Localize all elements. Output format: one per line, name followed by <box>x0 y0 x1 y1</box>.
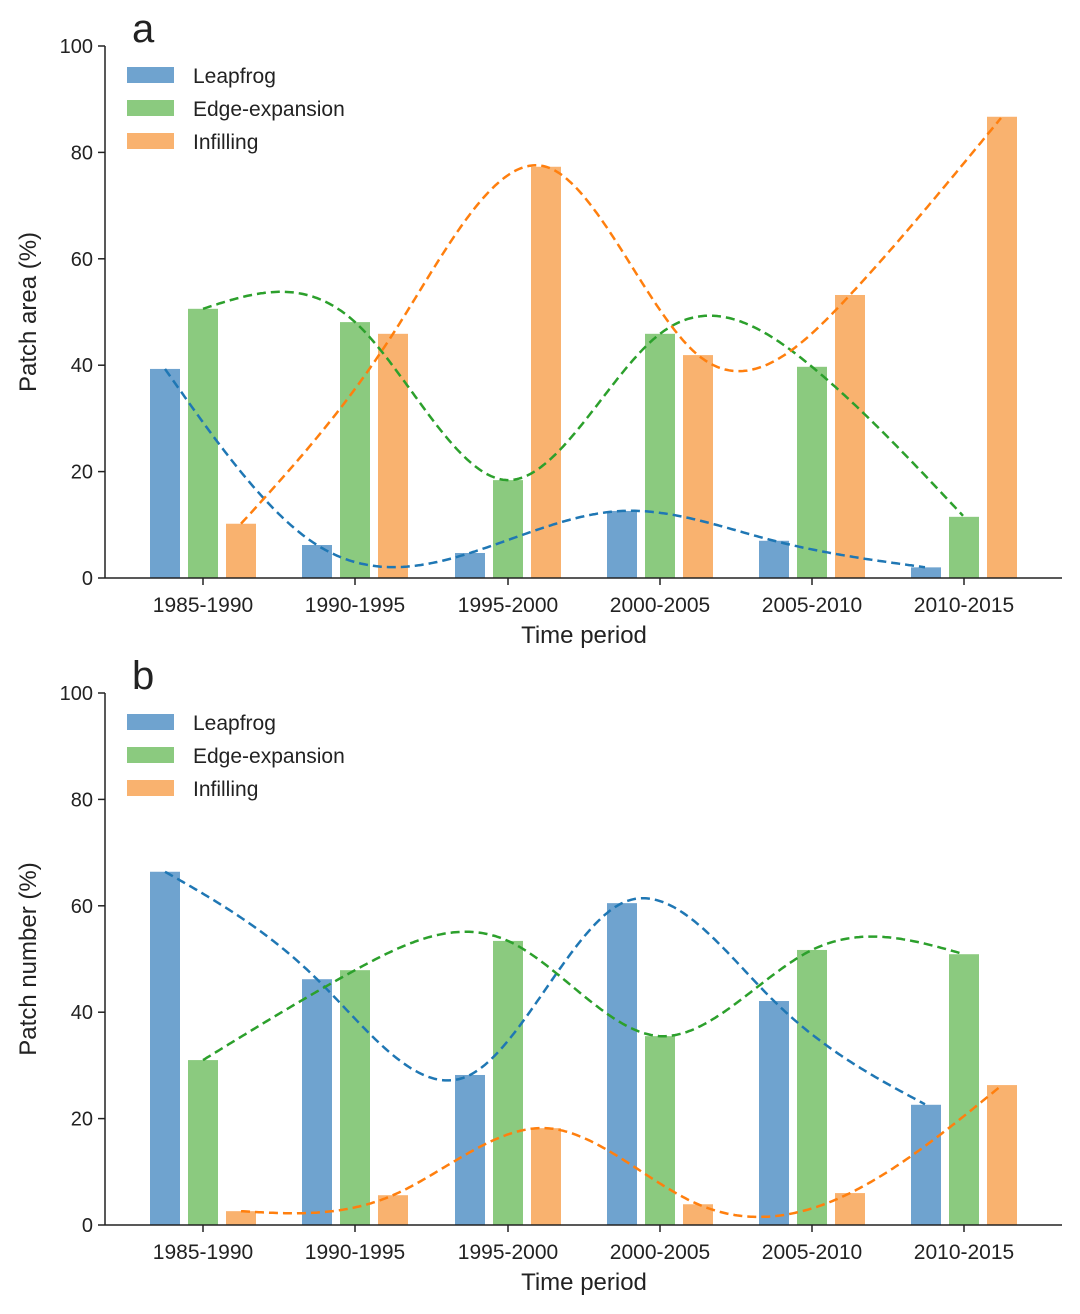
bar-edge-expansion-2000-2005 <box>645 333 675 578</box>
bar-infilling-2005-2010 <box>835 1193 865 1225</box>
bar-infilling-2000-2005 <box>683 1204 713 1225</box>
x-tick-label: 2000-2005 <box>610 594 710 617</box>
panel-a: 0 20 40 60 80 100 1985-1990 1990-1995 1995-2000 2… <box>15 7 1062 649</box>
x-axis-title: Time period <box>521 622 647 649</box>
x-tick-label: 2000-2005 <box>610 1241 710 1264</box>
legend-label-infilling: Infilling <box>193 131 258 154</box>
panel-label: a <box>132 7 155 51</box>
x-tick-label: 1990-1995 <box>305 594 405 617</box>
x-tick-label: 2010-2015 <box>914 594 1014 617</box>
bar-leapfrog-2010-2015 <box>911 567 941 578</box>
legend-swatch-infilling <box>127 133 174 149</box>
bar-infilling-2005-2010 <box>835 294 865 578</box>
legend-label-leapfrog: Leapfrog <box>193 712 276 735</box>
bar-infilling-1995-2000 <box>531 1128 561 1225</box>
x-tick-label: 2005-2010 <box>762 594 862 617</box>
y-tick-label: 0 <box>82 1215 93 1237</box>
bar-leapfrog-1990-1995 <box>302 979 332 1225</box>
bar-leapfrog-1995-2000 <box>455 1074 485 1225</box>
bar-edge-expansion-2000-2005 <box>645 1036 675 1225</box>
bar-edge-expansion-2010-2015 <box>949 516 979 578</box>
y-axis-title: Patch number (%) <box>15 862 42 1055</box>
y-tick-label: 40 <box>71 1002 93 1024</box>
bar-edge-expansion-1990-1995 <box>340 970 370 1225</box>
bar-edge-expansion-1985-1990 <box>188 308 218 578</box>
bar-edge-expansion-2005-2010 <box>797 949 827 1225</box>
y-tick-label: 20 <box>71 462 93 484</box>
bar-leapfrog-2005-2010 <box>759 540 789 578</box>
y-tick-label: 100 <box>60 36 93 58</box>
y-tick-label: 60 <box>71 249 93 271</box>
legend-label-leapfrog: Leapfrog <box>193 65 276 88</box>
bar-edge-expansion-1990-1995 <box>340 322 370 578</box>
bar-infilling-1995-2000 <box>531 166 561 578</box>
x-tick-label: 1995-2000 <box>458 594 558 617</box>
y-tick-label: 40 <box>71 355 93 377</box>
legend-label-infilling: Infilling <box>193 778 258 801</box>
bar-leapfrog-1985-1990 <box>150 871 180 1225</box>
trend-line-infilling <box>240 1084 1002 1219</box>
x-tick-label: 2005-2010 <box>762 1241 862 1264</box>
trend-line-leapfrog <box>163 368 926 569</box>
trend-line-infilling <box>240 117 1002 525</box>
panel-label: b <box>132 654 154 698</box>
x-axis-title: Time period <box>521 1269 647 1296</box>
bar-infilling-2010-2015 <box>987 1085 1017 1225</box>
y-tick-label: 80 <box>71 142 93 164</box>
bar-leapfrog-2000-2005 <box>607 903 637 1225</box>
x-tick-label: 2010-2015 <box>914 1241 1014 1264</box>
bar-edge-expansion-1985-1990 <box>188 1060 218 1225</box>
legend-swatch-leapfrog <box>127 67 174 83</box>
bar-edge-expansion-2010-2015 <box>949 954 979 1225</box>
y-tick-label: 80 <box>71 789 93 811</box>
bar-edge-expansion-1995-2000 <box>493 940 523 1225</box>
legend-swatch-edge-expansion <box>127 100 174 116</box>
trend-line-edge-expansion <box>202 930 964 1062</box>
legend-swatch-edge-expansion <box>127 747 174 763</box>
legend-label-edge-expansion: Edge-expansion <box>193 745 345 768</box>
y-tick-label: 100 <box>60 683 93 705</box>
bar-infilling-1985-1990 <box>226 523 256 578</box>
x-tick-label: 1990-1995 <box>305 1241 405 1264</box>
y-tick-label: 20 <box>71 1109 93 1131</box>
x-tick-label: 1995-2000 <box>458 1241 558 1264</box>
legend-swatch-leapfrog <box>127 714 174 730</box>
bar-leapfrog-2005-2010 <box>759 1001 789 1225</box>
y-tick-label: 60 <box>71 896 93 918</box>
bar-infilling-1985-1990 <box>226 1211 256 1225</box>
legend-swatch-infilling <box>127 780 174 796</box>
bar-leapfrog-2010-2015 <box>911 1104 941 1225</box>
bar-edge-expansion-1995-2000 <box>493 480 523 578</box>
bar-infilling-2010-2015 <box>987 116 1017 579</box>
bar-leapfrog-2000-2005 <box>607 510 637 578</box>
bar-edge-expansion-2005-2010 <box>797 366 827 578</box>
legend-label-edge-expansion: Edge-expansion <box>193 98 345 121</box>
bar-leapfrog-1985-1990 <box>150 368 180 578</box>
y-axis-title: Patch area (%) <box>15 232 42 392</box>
trend-line-edge-expansion <box>202 290 964 517</box>
x-tick-label: 1985-1990 <box>153 1241 253 1264</box>
bar-infilling-2000-2005 <box>683 355 713 578</box>
bar-infilling-1990-1995 <box>378 333 408 578</box>
panel-b: 0 20 40 60 80 100 1985-1990 1990-1995 1995-2000 2… <box>15 654 1062 1296</box>
trend-line-leapfrog <box>164 870 926 1106</box>
y-tick-label: 0 <box>82 568 93 590</box>
x-tick-label: 1985-1990 <box>153 594 253 617</box>
